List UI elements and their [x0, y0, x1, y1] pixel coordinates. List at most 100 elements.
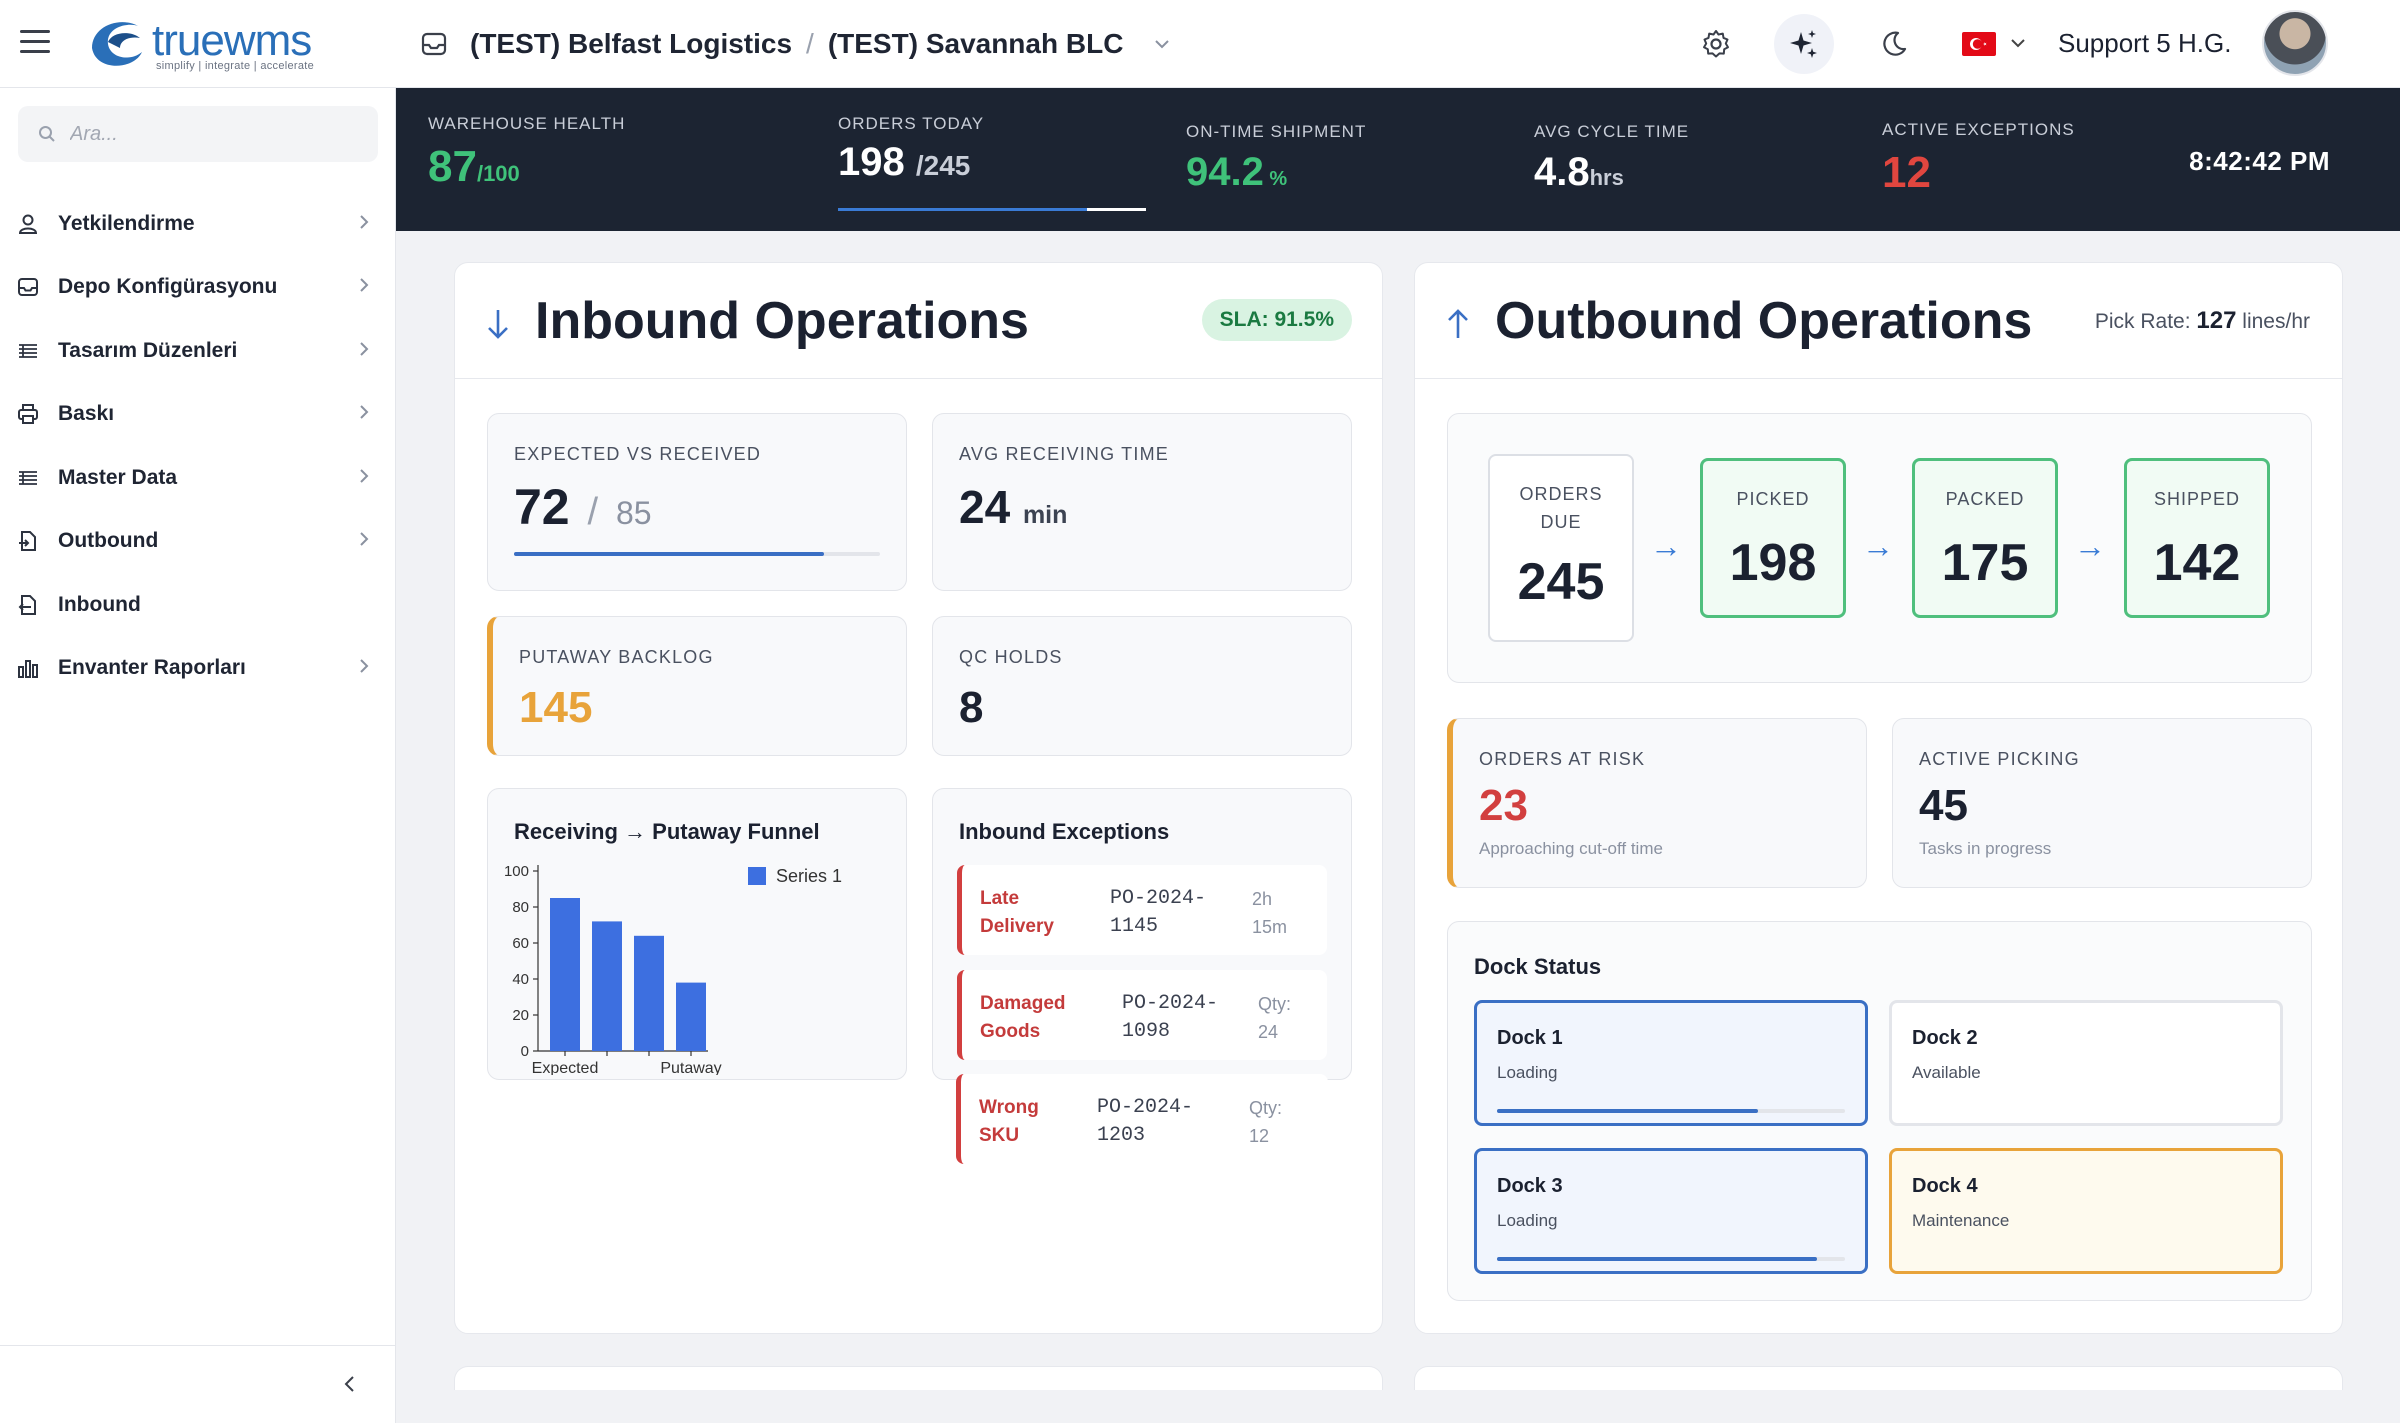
received-progress-bar — [514, 552, 880, 556]
outbound-header: Outbound Operations Pick Rate: 127 lines… — [1415, 263, 2342, 379]
kpi-value: 87/100 — [428, 142, 520, 191]
sidebar-item-master-data[interactable]: Master Data — [0, 446, 396, 510]
exception-ref: PO-2024- 1203 — [1097, 1096, 1194, 1147]
dock-progress-bar — [1497, 1257, 1845, 1261]
kpi-active-exceptions: ACTIVE EXCEPTIONS 12 — [1882, 120, 2075, 198]
dock-4[interactable]: Dock 4 Maintenance — [1889, 1148, 2283, 1274]
kpi-value: 4.8hrs — [1534, 150, 1624, 194]
active-picking-card: ACTIVE PICKING 45 Tasks in progress — [1892, 718, 2312, 888]
exception-type: Late Delivery — [980, 888, 1054, 937]
inbound-header: Inbound Operations SLA: 91.5% — [455, 263, 1382, 379]
chevron-left-icon — [344, 1376, 354, 1392]
kpi-warehouse-health: WAREHOUSE HEALTH 87/100 — [428, 114, 625, 192]
bar-received — [592, 921, 622, 1051]
logo[interactable]: truewms simplify | integrate | accelerat… — [86, 12, 326, 76]
sidebar-item-tasarim-duzenleri[interactable]: Tasarım Düzenleri — [0, 319, 396, 383]
breadcrumb-company[interactable]: (TEST) Belfast Logistics — [470, 28, 793, 59]
card-subtext: Approaching cut-off time — [1479, 839, 1663, 858]
exception-item[interactable]: Late Delivery PO-2024- 1145 2h 15m — [957, 865, 1327, 955]
flow-orders-due[interactable]: ORDERS DUE 245 — [1488, 454, 1634, 642]
y-tick-label: 0 — [521, 1043, 529, 1060]
list-icon — [16, 466, 40, 490]
export-icon — [16, 529, 40, 553]
sidebar-item-label: Depo Konfigürasyonu — [58, 275, 278, 299]
arrow-right-icon: → — [2074, 528, 2106, 564]
sidebar-item-outbound[interactable]: Outbound — [0, 510, 396, 574]
dock-name: Dock 4 — [1912, 1175, 1978, 1197]
dock-name: Dock 1 — [1497, 1027, 1563, 1049]
printer-icon — [16, 402, 40, 426]
next-panel-left — [454, 1366, 1383, 1390]
panel-title: Inbound Operations — [535, 292, 1029, 350]
kpi-label: ACTIVE EXCEPTIONS — [1882, 120, 2075, 139]
kpi-label: AVG CYCLE TIME — [1534, 122, 1690, 141]
card-label: EXPECTED VS RECEIVED — [514, 444, 762, 464]
exception-item[interactable]: Wrong SKU PO-2024- 1203 Qty: 12 — [956, 1074, 1328, 1164]
search-input[interactable] — [70, 122, 350, 146]
menu-icon[interactable] — [20, 30, 50, 54]
sidebar-footer — [0, 1345, 396, 1423]
legend-label: Series 1 — [776, 866, 842, 886]
list-icon — [16, 339, 40, 363]
search-box[interactable] — [18, 106, 378, 162]
dock-name: Dock 2 — [1912, 1027, 1978, 1049]
flow-label: PACKED — [1945, 489, 2025, 509]
panel-title: Outbound Operations — [1495, 292, 2033, 350]
arrow-right-icon: → — [1862, 528, 1894, 564]
exception-meta: 2h 15m — [1252, 889, 1288, 937]
qc-holds-card: QC HOLDS 8 — [932, 616, 1352, 756]
dock-progress-fill — [1497, 1109, 1758, 1113]
flow-packed[interactable]: PACKED 175 — [1912, 458, 2058, 618]
putaway-backlog-card: PUTAWAY BACKLOG 145 — [487, 616, 907, 756]
arrow-down-icon — [488, 310, 508, 339]
exception-meta: Qty: 24 — [1258, 994, 1292, 1042]
flow-value: 198 — [1729, 534, 1817, 592]
dock-status: Available — [1912, 1063, 1981, 1082]
kpi-avg-cycle-time: AVG CYCLE TIME 4.8hrs — [1534, 122, 1689, 195]
expected-vs-received-card: EXPECTED VS RECEIVED 72 / 85 — [487, 413, 907, 591]
orders-progress-fill — [838, 208, 1088, 211]
kpi-banner: WAREHOUSE HEALTH 87/100 ORDERS TODAY 198… — [396, 88, 2400, 231]
inbox-icon — [16, 275, 40, 299]
sidebar-item-baski[interactable]: Baskı — [0, 383, 396, 447]
flow-shipped[interactable]: SHIPPED 142 — [2124, 458, 2270, 618]
sidebar-item-depo-konfigurasyonu[interactable]: Depo Konfigürasyonu — [0, 256, 396, 320]
kpi-label: ORDERS TODAY — [838, 114, 985, 133]
dock-3[interactable]: Dock 3 Loading — [1474, 1148, 1868, 1274]
breadcrumb-warehouse[interactable]: (TEST) Savannah BLC — [827, 28, 1124, 59]
inbox-icon — [421, 32, 447, 56]
logo-tagline: simplify | integrate | accelerate — [156, 60, 315, 72]
turkey-flag-icon[interactable] — [1962, 32, 1996, 56]
sidebar-item-label: Baskı — [58, 402, 115, 426]
chevron-down-icon[interactable] — [2008, 30, 2028, 54]
sidebar-item-envanter-raporlari[interactable]: Envanter Raporları — [0, 637, 396, 701]
dock-1[interactable]: Dock 1 Loading — [1474, 1000, 1868, 1126]
user-name[interactable]: Support 5 H.G. — [2058, 28, 2232, 58]
sidebar-item-yetkilendirme[interactable]: Yetkilendirme — [0, 192, 396, 256]
chevron-down-icon[interactable] — [1151, 33, 1173, 55]
moon-icon[interactable] — [1874, 24, 1914, 64]
exception-item[interactable]: Damaged Goods PO-2024- 1098 Qty: 24 — [957, 970, 1327, 1060]
card-value: 72 / 85 — [514, 479, 652, 535]
dock-status: Loading — [1497, 1211, 1558, 1230]
kpi-value: 198 /245 — [838, 140, 971, 184]
dock-status: Loading — [1497, 1063, 1558, 1082]
dock-progress-bar — [1497, 1109, 1845, 1113]
sidebar-item-inbound[interactable]: Inbound — [0, 573, 396, 637]
flow-picked[interactable]: PICKED 198 — [1700, 458, 1846, 618]
avatar[interactable] — [2262, 10, 2328, 76]
chevron-right-icon — [356, 464, 372, 492]
funnel-bar-chart: 0 20 40 60 80 100 Expected Putaway Series 1 — [504, 863, 842, 1075]
flow-label: PICKED — [1736, 489, 1810, 509]
arrow-up-icon — [1448, 309, 1468, 338]
flow-value: 175 — [1941, 534, 2029, 592]
sparkle-icon[interactable] — [1774, 14, 1834, 74]
top-header: truewms simplify | integrate | accelerat… — [0, 0, 2400, 88]
search-icon — [39, 126, 55, 142]
dock-2[interactable]: Dock 2 Available — [1889, 1000, 2283, 1126]
gear-icon[interactable] — [1696, 24, 1736, 64]
breadcrumb: (TEST) Belfast Logistics / (TEST) Savann… — [420, 22, 1173, 66]
collapse-sidebar-button[interactable] — [334, 1368, 366, 1400]
exception-ref: PO-2024- 1145 — [1110, 887, 1207, 938]
clock: 8:42:42 PM — [2189, 146, 2330, 176]
